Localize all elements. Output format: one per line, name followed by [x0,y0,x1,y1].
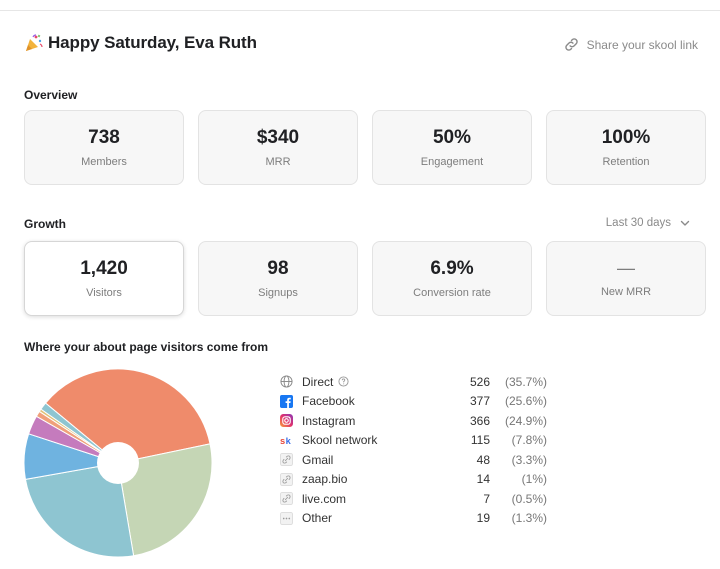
stat-card-members[interactable]: 738 Members [24,110,184,185]
globe-icon [280,375,293,388]
growth-heading: Growth [24,217,66,231]
stat-value: $340 [256,126,300,148]
legend-count: 526 [469,374,490,389]
stat-card-visitors[interactable]: 1,420 Visitors [24,241,184,316]
legend-name: Skool network [302,433,378,448]
legend-count: 366 [469,413,490,428]
sources-legend: Direct 526 (35.7%) Facebook 377 (25.6%) … [280,372,560,528]
party-popper-icon [24,33,44,53]
legend-percent: (24.9%) [504,413,547,428]
legend-percent: (0.5%) [511,491,547,506]
legend-row-instagram: Instagram 366 (24.9%) [280,411,560,431]
stat-card-engagement[interactable]: 50% Engagement [372,110,532,185]
link-icon [280,453,293,467]
legend-percent: (25.6%) [504,394,547,409]
legend-row-zaap-bio: zaap.bio 14 (1%) [280,470,560,490]
legend-name: zaap.bio [302,472,348,487]
stat-value: 6.9% [430,257,474,279]
stat-label: Engagement [420,155,484,168]
svg-text:k: k [286,436,292,446]
facebook-icon [280,394,293,408]
sources-pie-chart [23,368,213,558]
top-divider [0,10,720,11]
legend-row-facebook: Facebook 377 (25.6%) [280,392,560,412]
legend-row-other: Other 19 (1.3%) [280,509,560,529]
stat-card-mrr[interactable]: $340 MRR [198,110,358,185]
stat-label: Members [81,155,127,168]
stat-label: Visitors [86,286,122,299]
greeting: Happy Saturday, Eva Ruth [24,33,257,53]
legend-count: 377 [469,394,490,409]
legend-name: Instagram [302,413,356,428]
stat-value: 1,420 [80,257,128,279]
chevron-down-icon [680,220,690,226]
date-range-dropdown[interactable]: Last 30 days [606,217,690,229]
legend-name: Facebook [302,394,355,409]
legend-name: Gmail [302,452,334,467]
stat-label: New MRR [600,286,652,298]
legend-name: Other [302,511,333,526]
legend-row-gmail: Gmail 48 (3.3%) [280,450,560,470]
stat-card-conversion-rate[interactable]: 6.9% Conversion rate [372,241,532,316]
legend-name: Direct [302,374,334,389]
share-link-button[interactable]: Share your skool link [563,36,698,53]
stat-value: 738 [88,126,120,148]
donut-hole [97,442,139,484]
legend-count: 14 [476,472,490,487]
link-icon [280,472,293,486]
overview-cards: 738 Members $340 MRR 50% Engagement 100%… [24,110,706,185]
pie-slice-direct[interactable] [44,368,211,464]
stat-label: Signups [258,286,298,299]
instagram-icon [280,414,293,428]
stat-label: MRR [265,155,291,168]
stat-label: Conversion rate [413,286,491,299]
legend-percent: (1%) [521,472,547,487]
legend-name: live.com [302,491,347,506]
stat-label: Retention [602,155,650,168]
pie-slice-other[interactable] [40,402,119,464]
stat-value: 100% [601,126,651,148]
sources-heading: Where your about page visitors come from [24,340,269,354]
legend-percent: (1.3%) [511,511,547,526]
stat-card-retention[interactable]: 100% Retention [546,110,706,185]
help-icon[interactable] [338,376,349,387]
legend-count: 115 [470,433,490,448]
legend-row-live-com: live.com 7 (0.5%) [280,489,560,509]
legend-row-direct: Direct 526 (35.7%) [280,372,560,392]
link-icon [280,492,293,506]
legend-count: 48 [476,452,490,467]
overview-heading: Overview [24,88,78,102]
legend-percent: (35.7%) [504,374,547,389]
legend-percent: (3.3%) [511,452,547,467]
legend-percent: (7.8%) [511,433,547,448]
pie-chart-svg [23,368,213,558]
share-link-label: Share your skool link [586,37,698,52]
legend-count: 7 [483,491,490,506]
pie-slice-instagram[interactable] [24,462,135,558]
stat-card-signups[interactable]: 98 Signups [198,241,358,316]
svg-text:s: s [280,436,285,446]
stat-card-new-mrr[interactable]: — New MRR [546,241,706,316]
legend-count: 19 [476,511,490,526]
date-range-label: Last 30 days [605,217,671,229]
stat-value: 98 [267,257,289,279]
link-icon [564,38,578,51]
stat-value: 50% [432,126,472,148]
stat-value: — [617,258,635,278]
growth-cards: 1,420 Visitors 98 Signups 6.9% Conversio… [24,241,706,316]
pie-slice-facebook[interactable] [117,443,213,557]
page-title: Happy Saturday, Eva Ruth [48,33,257,52]
more-icon [280,511,293,525]
